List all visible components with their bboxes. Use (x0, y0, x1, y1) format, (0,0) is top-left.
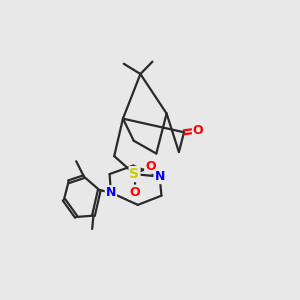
Text: O: O (193, 124, 203, 137)
Text: O: O (145, 160, 156, 173)
Text: N: N (106, 186, 116, 199)
Text: N: N (154, 170, 165, 183)
Text: S: S (130, 167, 140, 181)
Text: O: O (129, 186, 140, 199)
